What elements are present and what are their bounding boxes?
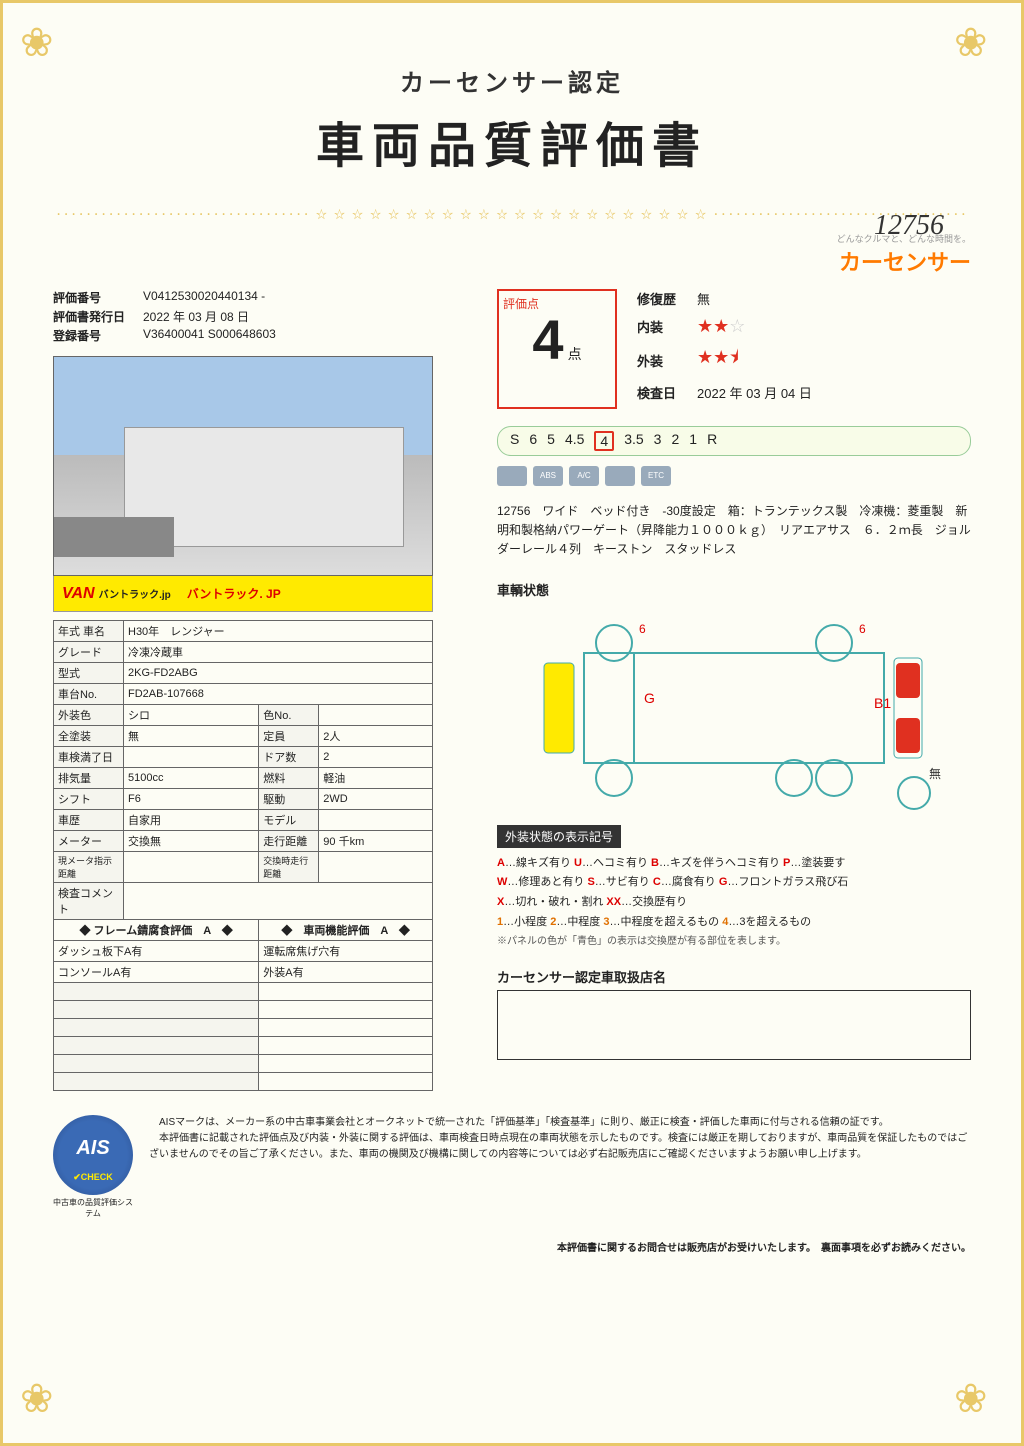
corner-ornament: ❀ bbox=[954, 1376, 1004, 1426]
star-divider: ･･････････････････････････････････ ☆ ☆ ☆… bbox=[53, 206, 971, 222]
svg-text:無: 無 bbox=[929, 766, 941, 781]
score-value: 4 bbox=[532, 308, 563, 371]
brand-logo: カーセンサー bbox=[53, 245, 971, 277]
ad-brand: VAN bbox=[62, 585, 95, 603]
svg-text:6: 6 bbox=[859, 622, 866, 636]
legend-body: A…線キズ有り U…ヘコミ有り B…キズを伴うヘコミ有り P…塗装要すW…修理あ… bbox=[497, 854, 971, 951]
meta-value: 2022 年 03 月 08 日 bbox=[143, 308, 249, 325]
corner-ornament: ❀ bbox=[954, 20, 1004, 70]
footer-note: 本評価書に関するお問合せは販売店がお受けいたします。 裏面事項を必ずお読みくださ… bbox=[53, 1239, 971, 1254]
vehicle-description: 12756 ワイド ベッド付き -30度設定 箱：トランテックス製 冷凍機：菱重… bbox=[497, 502, 971, 560]
meta-label: 評価番号 bbox=[53, 289, 143, 306]
meta-value: V0412530020440134 - bbox=[143, 289, 265, 306]
ais-sublabel: 中古車の品質評価システム bbox=[53, 1197, 133, 1219]
footer-text: AISマークは、メーカー系の中古車事業会社とオークネットで統一された「評価基準」… bbox=[149, 1115, 971, 1219]
spec-table: 年式 車名H30年 レンジャーグレード冷凍冷蔵車型式2KG-FD2ABG車台No… bbox=[53, 620, 433, 1091]
svg-text:6: 6 bbox=[639, 622, 646, 636]
meta-label: 登録番号 bbox=[53, 327, 143, 344]
handwritten-number: 12756 bbox=[874, 210, 944, 242]
meta-value: V36400041 S000648603 bbox=[143, 327, 276, 344]
diagram-marker: G bbox=[644, 690, 655, 706]
vehicle-photo bbox=[53, 356, 433, 576]
doc-subtitle: カーセンサー認定 bbox=[53, 63, 971, 98]
corner-ornament: ❀ bbox=[20, 20, 70, 70]
ad-banner: VAN バントラック.jp バントラック. JP bbox=[53, 576, 433, 612]
score-box: 評価点 4点 bbox=[497, 289, 617, 409]
brand-tagline: どんなクルマと、どんな時間を。 bbox=[53, 232, 971, 245]
ais-badge: AIS ✔CHECK bbox=[53, 1115, 133, 1195]
score-unit: 点 bbox=[568, 344, 582, 364]
dealer-title: カーセンサー認定車取扱店名 bbox=[497, 967, 971, 986]
corner-ornament: ❀ bbox=[20, 1376, 70, 1426]
doc-title: 車両品質評価書 bbox=[53, 106, 971, 176]
feature-icons: ABSA/CETC bbox=[497, 466, 971, 486]
meta-label: 評価書発行日 bbox=[53, 308, 143, 325]
rating-list: 修復歴無内装★★☆外装★★⯨検査日2022 年 03 月 04 日 bbox=[637, 289, 812, 410]
vehicle-diagram: G B1 6 6 無 bbox=[497, 603, 971, 813]
dealer-box bbox=[497, 990, 971, 1060]
grade-scale: S654.543.5321R bbox=[497, 426, 971, 456]
diagram-title: 車輌状態 bbox=[497, 580, 971, 599]
legend-title: 外装状態の表示記号 bbox=[497, 825, 621, 848]
diagram-marker: B1 bbox=[874, 695, 891, 711]
